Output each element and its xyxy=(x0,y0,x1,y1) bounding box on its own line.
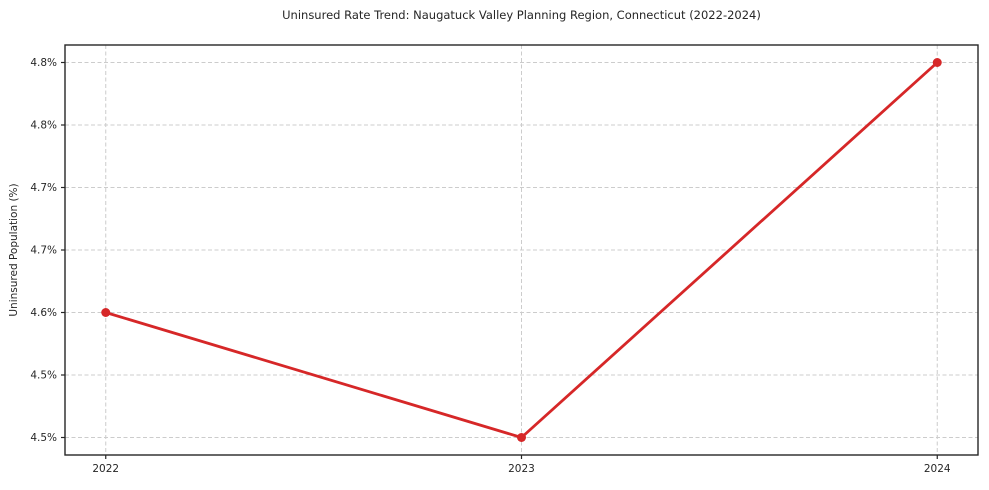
y-tick-label: 4.8% xyxy=(30,120,57,132)
x-tick-label: 2023 xyxy=(508,463,535,475)
data-point-marker xyxy=(932,58,942,67)
y-tick-label: 4.7% xyxy=(30,182,57,194)
x-tick-label: 2024 xyxy=(924,463,951,475)
y-tick-label: 4.5% xyxy=(30,370,57,382)
chart-title: Uninsured Rate Trend: Naugatuck Valley P… xyxy=(282,8,761,22)
data-point-marker xyxy=(517,433,526,442)
plot-frame xyxy=(64,44,979,456)
x-tick-label: 2022 xyxy=(92,463,119,475)
y-tick-label: 4.8% xyxy=(30,57,57,69)
y-tick-label: 4.5% xyxy=(30,432,57,444)
data-point-marker xyxy=(101,308,111,317)
y-tick-label: 4.6% xyxy=(30,307,57,319)
y-tick-label: 4.7% xyxy=(30,245,57,257)
